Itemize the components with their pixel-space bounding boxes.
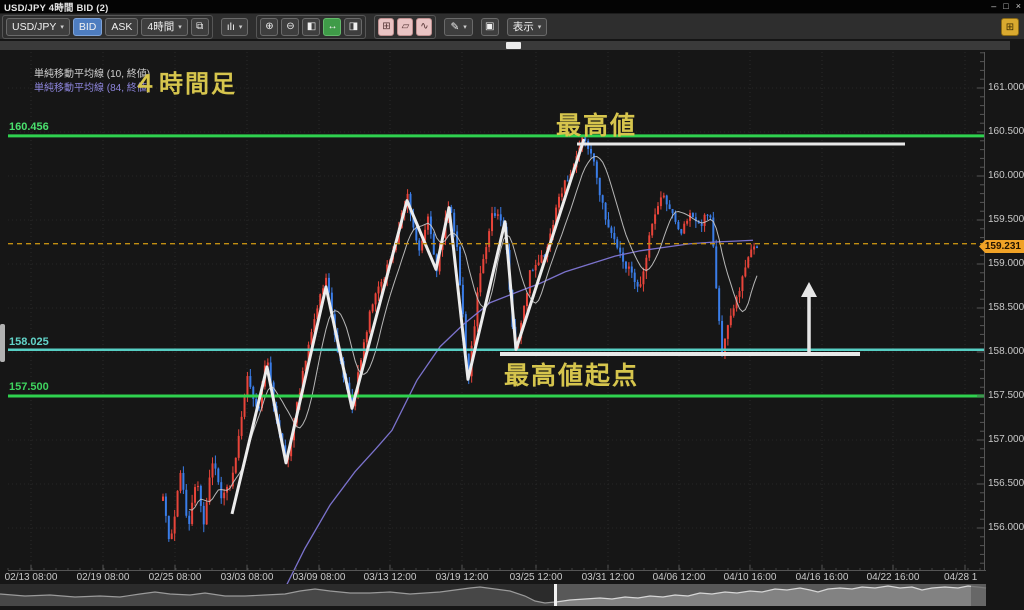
minimize-icon[interactable]: – bbox=[991, 1, 997, 11]
x-axis-label: 02/25 08:00 bbox=[148, 572, 202, 583]
x-axis-label: 04/06 12:00 bbox=[652, 572, 706, 583]
y-axis-label: 158.500 bbox=[988, 302, 1024, 313]
gridlines bbox=[8, 52, 985, 568]
bid-button[interactable]: BID bbox=[72, 17, 103, 36]
chevron-down-icon: ▾ bbox=[463, 23, 467, 31]
x-axis-label: 03/03 08:00 bbox=[220, 572, 274, 583]
scrollbar-handle[interactable] bbox=[506, 42, 521, 49]
close-icon[interactable]: × bbox=[1015, 1, 1021, 11]
x-axis-label: 03/19 12:00 bbox=[435, 572, 489, 583]
zoom-group: ⊕ ⊖ ◧ ↔ ◨ bbox=[256, 14, 367, 39]
pattern-tool-2-icon[interactable]: ▱ bbox=[397, 17, 414, 36]
scroll-right-icon[interactable]: ◨ bbox=[344, 17, 363, 36]
y-axis-label: 159.500 bbox=[988, 214, 1024, 225]
fit-chart-icon[interactable]: ↔ bbox=[323, 17, 342, 36]
chart-type-button[interactable]: ılı ▾ bbox=[220, 17, 249, 36]
candles bbox=[162, 134, 758, 542]
y-axis-label: 157.500 bbox=[988, 390, 1024, 401]
x-axis-label: 03/25 12:00 bbox=[509, 572, 563, 583]
pencil-icon: ✎ bbox=[450, 20, 460, 33]
zoom-out-icon[interactable]: ⊖ bbox=[281, 17, 300, 36]
x-axis-label: 04/22 16:00 bbox=[866, 572, 920, 583]
x-axis-label: 03/13 12:00 bbox=[363, 572, 417, 583]
x-axis-label: 04/28 1 bbox=[944, 572, 978, 583]
pattern-tool-3-icon[interactable]: ∿ bbox=[416, 17, 433, 36]
window-controls: – □ × bbox=[991, 0, 1021, 13]
x-axis-label: 03/31 12:00 bbox=[581, 572, 635, 583]
pattern-tools-group: ⊞ ▱ ∿ bbox=[374, 14, 437, 39]
navigator-right-dim bbox=[971, 584, 986, 606]
symbol-group: USD/JPY ▾ BID ASK 4時間 ▾ ⧉ bbox=[2, 14, 213, 39]
interval-select[interactable]: 4時間 ▾ bbox=[141, 17, 188, 36]
chart-horizontal-scrollbar[interactable] bbox=[0, 41, 1010, 50]
y-axis-label: 159.000 bbox=[988, 258, 1024, 269]
display-menu-button[interactable]: 表示 ▾ bbox=[506, 17, 548, 36]
left-scrollbar-thumb[interactable] bbox=[0, 324, 5, 362]
draw-tool-button[interactable]: ✎ ▾ bbox=[444, 17, 473, 36]
ask-button[interactable]: ASK bbox=[105, 17, 139, 36]
symbol-select[interactable]: USD/JPY ▾ bbox=[6, 17, 70, 36]
x-axis-label: 03/09 08:00 bbox=[292, 572, 346, 583]
chart-toolbar: USD/JPY ▾ BID ASK 4時間 ▾ ⧉ ılı ▾ ⊕ ⊖ ◧ ↔ … bbox=[0, 14, 1024, 40]
compare-icon[interactable]: ⧉ bbox=[190, 17, 209, 36]
x-axis-label: 02/19 08:00 bbox=[76, 572, 130, 583]
y-axis-label: 160.000 bbox=[988, 170, 1024, 181]
x-axis-label: 04/16 16:00 bbox=[795, 572, 849, 583]
chevron-down-icon: ▾ bbox=[238, 23, 243, 31]
window-title: USD/JPY 4時間 BID (2) bbox=[4, 2, 109, 14]
y-axis-label: 156.500 bbox=[988, 478, 1024, 489]
scroll-left-icon[interactable]: ◧ bbox=[302, 17, 321, 36]
chevron-down-icon: ▾ bbox=[537, 23, 542, 31]
chevron-down-icon: ▾ bbox=[60, 23, 64, 31]
navigator-left-handle[interactable] bbox=[554, 584, 557, 606]
window-titlebar: USD/JPY 4時間 BID (2) – □ × bbox=[0, 0, 1024, 14]
chart-type-icon: ılı bbox=[226, 20, 235, 33]
zoom-in-icon[interactable]: ⊕ bbox=[260, 17, 279, 36]
layout-grid-icon[interactable]: ⊞ bbox=[1001, 18, 1019, 36]
up-arrow-head bbox=[801, 282, 817, 297]
y-axis-label: 158.000 bbox=[988, 346, 1024, 357]
y-axis-label: 157.000 bbox=[988, 434, 1024, 445]
y-axis-label: 161.000 bbox=[988, 82, 1024, 93]
y-axis-label: 160.500 bbox=[988, 126, 1024, 137]
pattern-tool-1-icon[interactable]: ⊞ bbox=[378, 17, 395, 36]
y-axis-label: 156.000 bbox=[988, 522, 1024, 533]
maximize-icon[interactable]: □ bbox=[1003, 1, 1009, 11]
chevron-down-icon: ▾ bbox=[178, 23, 182, 31]
x-axis-label: 04/10 16:00 bbox=[723, 572, 777, 583]
current-price-tag: 159.231 bbox=[979, 240, 1024, 253]
axes bbox=[7, 52, 986, 571]
x-axis-label: 02/13 08:00 bbox=[4, 572, 58, 583]
snapshot-icon[interactable]: ▣ bbox=[480, 17, 499, 36]
sma84-line bbox=[282, 239, 754, 593]
sma10-line bbox=[189, 155, 758, 511]
